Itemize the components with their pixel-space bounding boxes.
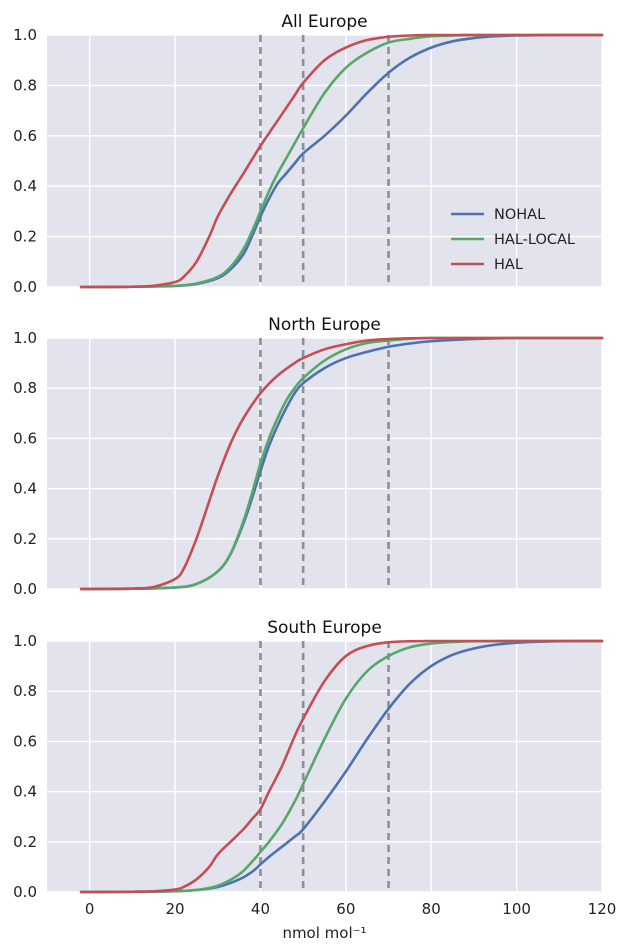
legend: NOHAL HAL-LOCAL HAL xyxy=(451,207,575,273)
x-tick-label: 40 xyxy=(251,900,270,918)
series-line-hal xyxy=(79,33,604,289)
y-tick-label: 0.6 xyxy=(13,127,37,145)
plot-background xyxy=(47,641,602,892)
y-tick-label: 0.0 xyxy=(13,580,37,598)
y-tick-label: 0.0 xyxy=(13,883,37,901)
panel-title: South Europe xyxy=(267,618,382,638)
y-tick-label: 0.0 xyxy=(13,278,37,296)
series-line-nohal xyxy=(79,33,604,289)
x-tick-label: 20 xyxy=(166,900,185,918)
y-tick-label: 1.0 xyxy=(13,632,37,650)
y-tick-label: 0.4 xyxy=(13,783,37,801)
legend-label: NOHAL xyxy=(494,207,545,223)
y-tick-label: 0.8 xyxy=(13,682,37,700)
panel-title: All Europe xyxy=(281,12,367,32)
y-tick-label: 0.2 xyxy=(13,833,37,851)
panel-2: 0.0 0.2 0.4 0.6 0.8 1.0 North Europe xyxy=(13,315,604,598)
plot-background xyxy=(47,35,602,287)
x-tick-label: 100 xyxy=(502,900,531,918)
legend-label: HAL-LOCAL xyxy=(494,232,575,248)
x-tick-label: 0 xyxy=(85,900,95,918)
series-line-hal-local xyxy=(79,639,604,894)
y-tick-label: 0.8 xyxy=(13,76,37,94)
x-axis-label: nmol mol⁻¹ xyxy=(282,924,366,942)
y-tick-label: 0.4 xyxy=(13,480,37,498)
y-tick-label: 0.4 xyxy=(13,177,37,195)
plot-background xyxy=(47,338,602,589)
legend-label: HAL xyxy=(494,257,523,273)
panel-title: North Europe xyxy=(268,315,381,335)
y-tick-label: 0.6 xyxy=(13,732,37,750)
series-line-hal xyxy=(79,336,604,591)
series-line-hal xyxy=(79,639,604,894)
panel-1: 0.0 0.2 0.4 0.6 0.8 1.0 All Europe NOHAL HAL-LOC… xyxy=(13,12,604,296)
x-tick-label: 80 xyxy=(422,900,441,918)
y-tick-label: 0.2 xyxy=(13,530,37,548)
x-tick-label: 60 xyxy=(336,900,355,918)
y-tick-label: 0.6 xyxy=(13,429,37,447)
y-tick-label: 0.2 xyxy=(13,228,37,246)
y-tick-label: 1.0 xyxy=(13,26,37,44)
x-tick-label: 120 xyxy=(588,900,617,918)
y-tick-label: 1.0 xyxy=(13,329,37,347)
panel-3: 0.0 0.2 0.4 0.6 0.8 1.0 0 20 40 60 80 100 120 nmol mo… xyxy=(13,618,616,942)
y-tick-label: 0.8 xyxy=(13,379,37,397)
